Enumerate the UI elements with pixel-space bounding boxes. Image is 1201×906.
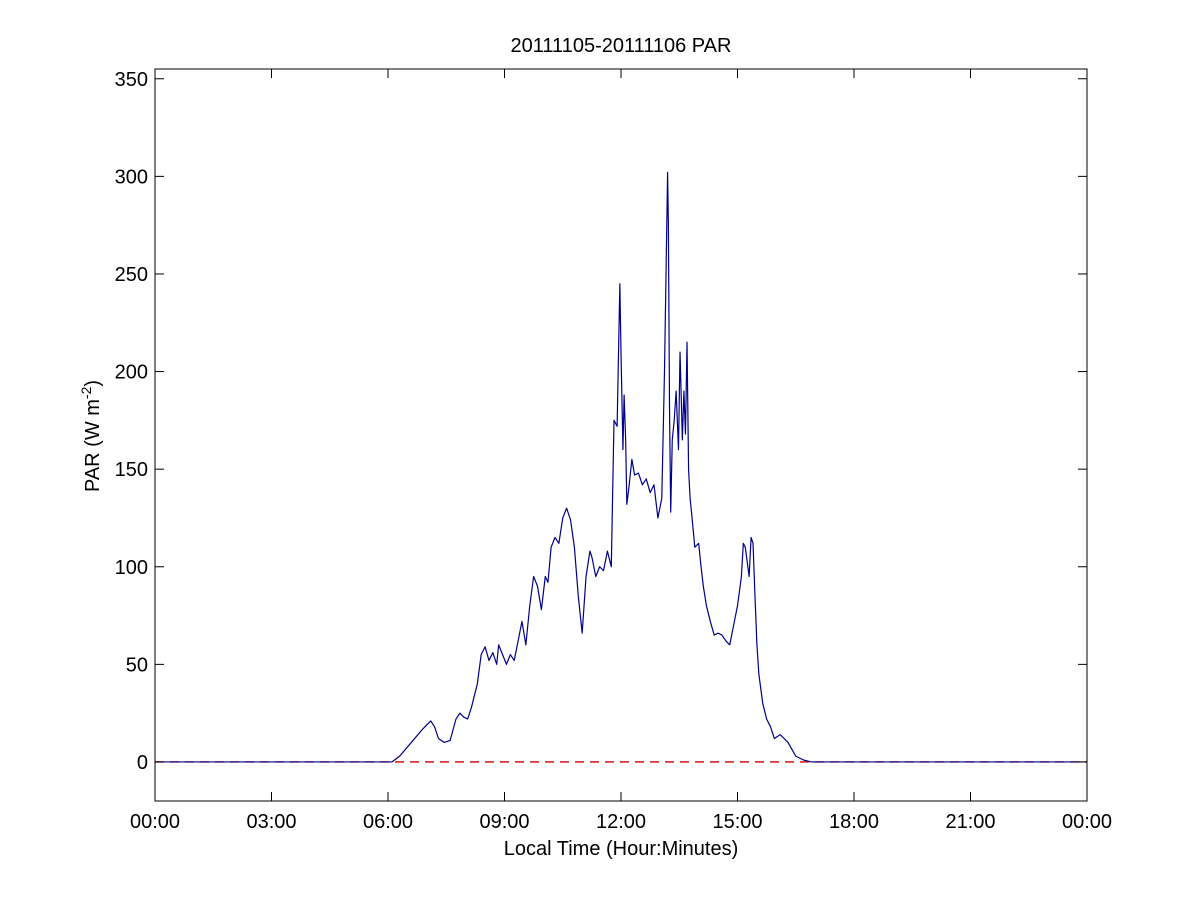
axes: 00:00 03:00 06:00 09:00 12:00 15:00 18:00 21:00… (115, 68, 1112, 833)
y-tick-label: 200 (115, 362, 148, 384)
x-tick-label: 21:00 (945, 811, 995, 833)
x-tick-label: 06:00 (363, 811, 413, 833)
x-tick-label: 18:00 (829, 811, 879, 833)
y-axis-label-close: ) (82, 380, 104, 387)
y-axis-label-base: PAR (W m (82, 399, 104, 492)
y-axis-label-exponent: -2 (78, 386, 94, 399)
x-tick-label: 00:00 (130, 811, 180, 833)
y-tick-label: 50 (126, 654, 148, 676)
y-tick-label: 350 (115, 69, 148, 91)
x-tick-label: 12:00 (596, 811, 646, 833)
plot-area (155, 171, 1087, 763)
x-tick-label: 00:00 (1062, 811, 1112, 833)
y-tick-label: 100 (115, 557, 148, 579)
x-tick-label: 09:00 (479, 811, 529, 833)
x-axis-label: Local Time (Hour:Minutes) (504, 838, 739, 860)
chart-title: 20111105-20111106 PAR (511, 35, 732, 57)
y-tick-label: 150 (115, 459, 148, 481)
y-tick-label: 300 (115, 166, 148, 188)
x-tick-label: 03:00 (246, 811, 296, 833)
y-axis-label: PAR (W m-2) (78, 380, 104, 492)
y-tick-label: 250 (115, 264, 148, 286)
par-series-line (155, 171, 1087, 763)
x-tick-label: 15:00 (712, 811, 762, 833)
y-tick-label: 0 (137, 752, 148, 774)
